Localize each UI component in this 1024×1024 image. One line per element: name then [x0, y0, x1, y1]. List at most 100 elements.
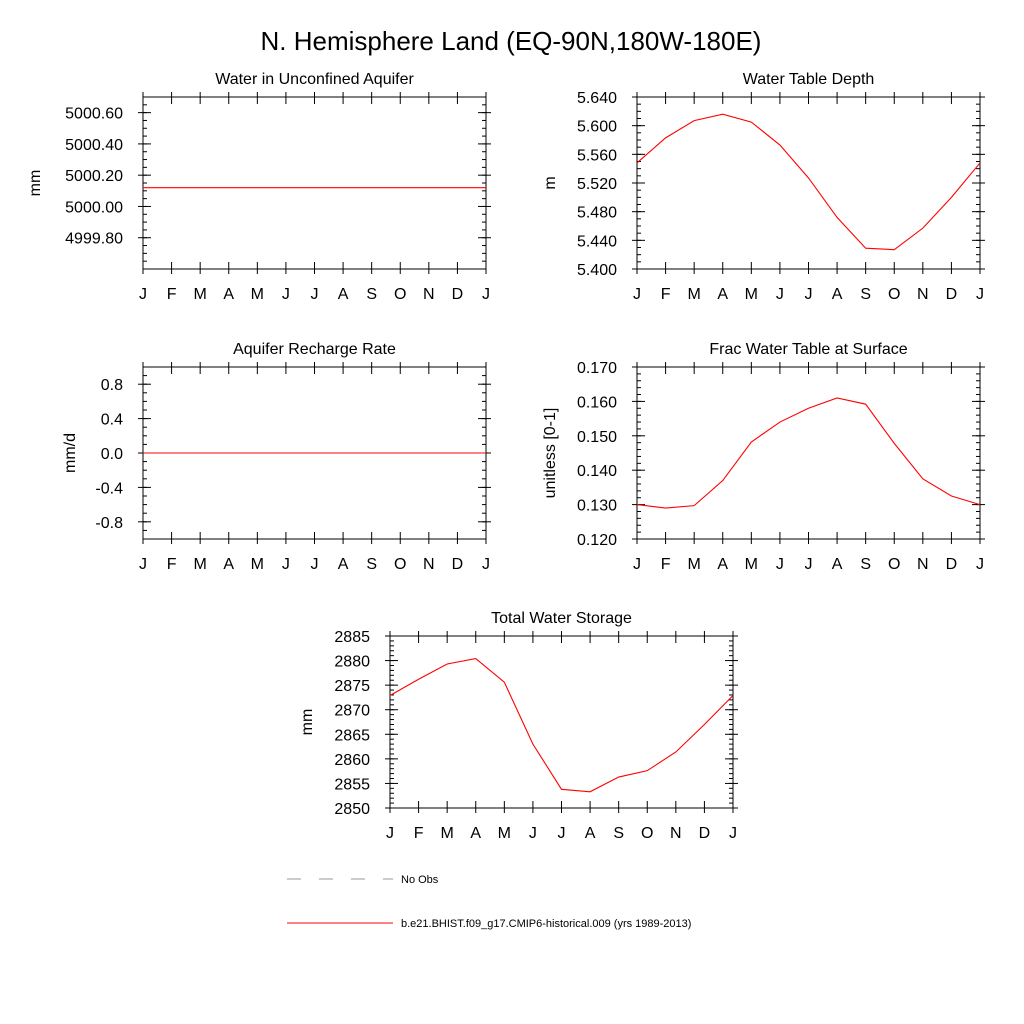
x-tick-label: J — [386, 825, 394, 842]
legend: No Obs b.e21.BHIST.f09_g17.CMIP6-histori… — [287, 874, 691, 930]
x-tick-label: S — [366, 556, 377, 573]
y-tick-label: 5.480 — [577, 205, 617, 222]
x-tick-label: J — [805, 286, 813, 303]
x-tick-label: J — [482, 286, 490, 303]
x-tick-label: J — [976, 286, 984, 303]
x-tick-label: J — [311, 286, 319, 303]
x-tick-label: N — [917, 556, 929, 573]
x-tick-label: S — [613, 825, 624, 842]
x-tick-label: J — [139, 286, 147, 303]
y-tick-label: 0.150 — [577, 429, 617, 446]
y-tick-label: 5000.20 — [65, 168, 123, 185]
y-tick-label: 2860 — [334, 752, 370, 769]
panel-title: Frac Water Table at Surface — [709, 341, 907, 358]
y-tick-label: 5.400 — [577, 262, 617, 279]
x-tick-label: S — [860, 556, 871, 573]
y-tick-label: 5000.60 — [65, 106, 123, 123]
y-tick-label: 0.120 — [577, 532, 617, 549]
x-tick-label: J — [311, 556, 319, 573]
x-tick-label: J — [633, 286, 641, 303]
x-tick-label: M — [498, 825, 511, 842]
y-tick-label: 4999.80 — [65, 231, 123, 248]
y-tick-label: 0.8 — [101, 377, 123, 394]
x-tick-label: J — [282, 556, 290, 573]
y-axis-label: m — [542, 176, 559, 189]
x-tick-label: N — [670, 825, 682, 842]
x-tick-label: F — [661, 286, 671, 303]
y-tick-label: -0.4 — [95, 480, 123, 497]
x-tick-label: O — [888, 556, 900, 573]
x-tick-label: D — [452, 556, 464, 573]
x-tick-label: J — [776, 286, 784, 303]
x-tick-label: F — [167, 556, 177, 573]
x-tick-label: D — [452, 286, 464, 303]
x-tick-label: J — [482, 556, 490, 573]
series-line — [636, 113, 981, 251]
x-tick-label: O — [394, 556, 406, 573]
x-tick-label: J — [558, 825, 566, 842]
y-axis-label: mm — [27, 170, 44, 197]
y-tick-label: 2870 — [334, 703, 370, 720]
plot-frame — [389, 635, 734, 809]
x-tick-label: A — [338, 286, 349, 303]
x-tick-label: O — [888, 286, 900, 303]
y-tick-label: 5.520 — [577, 176, 617, 193]
x-tick-label: M — [688, 556, 701, 573]
x-tick-label: A — [585, 825, 596, 842]
x-tick-label: J — [633, 556, 641, 573]
x-tick-label: D — [946, 556, 958, 573]
x-tick-label: J — [976, 556, 984, 573]
y-tick-label: 0.160 — [577, 394, 617, 411]
y-tick-label: 0.130 — [577, 498, 617, 515]
x-tick-label: M — [194, 286, 207, 303]
y-tick-label: 5.600 — [577, 119, 617, 136]
panel-title: Aquifer Recharge Rate — [233, 341, 396, 358]
x-tick-label: A — [223, 286, 234, 303]
y-tick-label: 5.640 — [577, 90, 617, 107]
series-line — [389, 658, 734, 793]
x-tick-label: M — [251, 286, 264, 303]
plot-frame — [636, 366, 981, 540]
plot-frame — [636, 96, 981, 270]
y-tick-label: 2885 — [334, 629, 370, 646]
y-tick-label: 0.0 — [101, 446, 123, 463]
x-tick-label: O — [394, 286, 406, 303]
x-tick-label: A — [717, 286, 728, 303]
x-tick-label: N — [917, 286, 929, 303]
x-tick-label: M — [194, 556, 207, 573]
x-tick-label: M — [745, 286, 758, 303]
x-tick-label: A — [338, 556, 349, 573]
x-tick-label: N — [423, 286, 435, 303]
x-tick-label: J — [139, 556, 147, 573]
x-tick-label: F — [661, 556, 671, 573]
y-tick-label: 2875 — [334, 678, 370, 695]
x-tick-label: A — [832, 286, 843, 303]
x-tick-label: A — [717, 556, 728, 573]
x-tick-label: S — [366, 286, 377, 303]
x-tick-label: O — [641, 825, 653, 842]
x-tick-label: F — [414, 825, 424, 842]
legend-model-label: b.e21.BHIST.f09_g17.CMIP6-historical.009… — [401, 918, 691, 930]
y-axis-label: unitless [0-1] — [542, 408, 559, 499]
y-axis-label: mm — [299, 709, 316, 736]
y-tick-label: 2880 — [334, 654, 370, 671]
y-tick-label: 0.4 — [101, 412, 123, 429]
x-tick-label: M — [441, 825, 454, 842]
y-tick-label: -0.8 — [95, 515, 123, 532]
series-line — [636, 397, 981, 509]
x-tick-label: S — [860, 286, 871, 303]
y-tick-label: 2850 — [334, 801, 370, 818]
x-tick-label: J — [776, 556, 784, 573]
x-tick-label: J — [282, 286, 290, 303]
x-tick-label: M — [745, 556, 758, 573]
y-axis-label: mm/d — [62, 433, 79, 473]
panel-title: Water Table Depth — [743, 71, 875, 88]
y-tick-label: 5000.00 — [65, 199, 123, 216]
x-tick-label: J — [729, 825, 737, 842]
